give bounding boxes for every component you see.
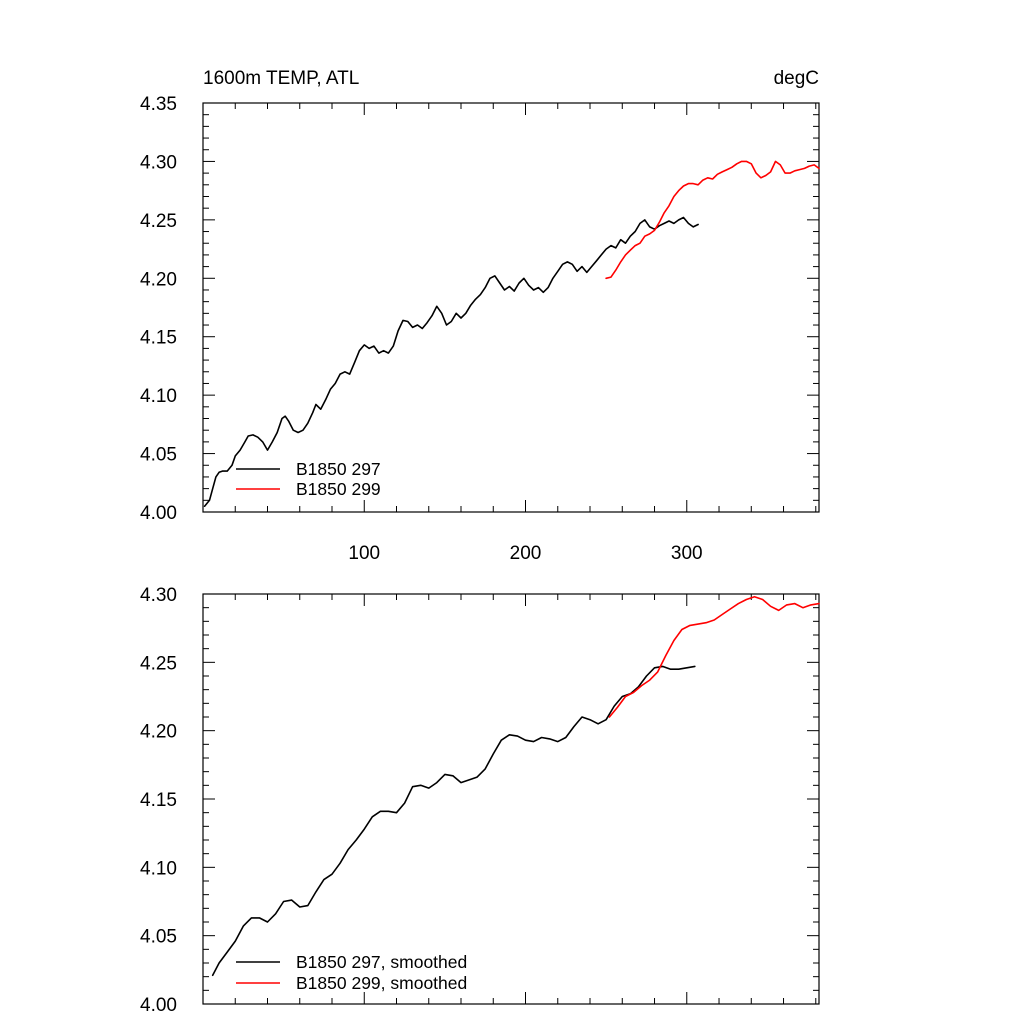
y-tick-label: 4.20 xyxy=(140,722,177,743)
top-panel-title: 1600m TEMP, ATL xyxy=(203,68,359,89)
bottom-panel: 4.00 4.05 4.10 4.15 4.20 4.25 4.30 B1850 297, s… xyxy=(140,585,820,1016)
legend-label-1: B1850 297 xyxy=(296,459,381,479)
plot-frame xyxy=(202,593,820,1005)
x-tick-label: 300 xyxy=(671,543,703,564)
top-panel: 1600m TEMP, ATL degC 100 200 300 4.00 4.05 4.… xyxy=(140,68,820,564)
y-tick-label: 4.10 xyxy=(140,858,177,879)
y-tick-label: 4.00 xyxy=(140,995,177,1016)
y-tick-label: 4.15 xyxy=(140,790,177,811)
series-line-1 xyxy=(211,665,696,977)
legend-label-1: B1850 297, smoothed xyxy=(296,952,467,972)
y-tick-label: 4.30 xyxy=(140,152,177,173)
x-tick-label: 100 xyxy=(348,543,380,564)
y-tick-label: 4.00 xyxy=(140,503,177,524)
y-tick-label: 4.10 xyxy=(140,386,177,407)
y-tick-label: 4.20 xyxy=(140,269,177,290)
y-tick-label: 4.05 xyxy=(140,927,177,948)
y-tick-label: 4.05 xyxy=(140,445,177,466)
series-line-1 xyxy=(203,216,699,508)
x-tick-label: 200 xyxy=(510,543,542,564)
series-line-2 xyxy=(605,160,820,280)
y-tick-label: 4.30 xyxy=(140,585,177,606)
y-tick-label: 4.15 xyxy=(140,328,177,349)
legend-label-2: B1850 299, smoothed xyxy=(296,973,467,993)
plot-frame xyxy=(202,102,820,513)
top-panel-units: degC xyxy=(774,68,819,89)
y-tick-label: 4.25 xyxy=(140,653,177,674)
legend-label-2: B1850 299 xyxy=(296,479,381,499)
y-tick-label: 4.25 xyxy=(140,211,177,232)
y-tick-label: 4.35 xyxy=(140,94,177,115)
series-line-2 xyxy=(608,595,820,718)
